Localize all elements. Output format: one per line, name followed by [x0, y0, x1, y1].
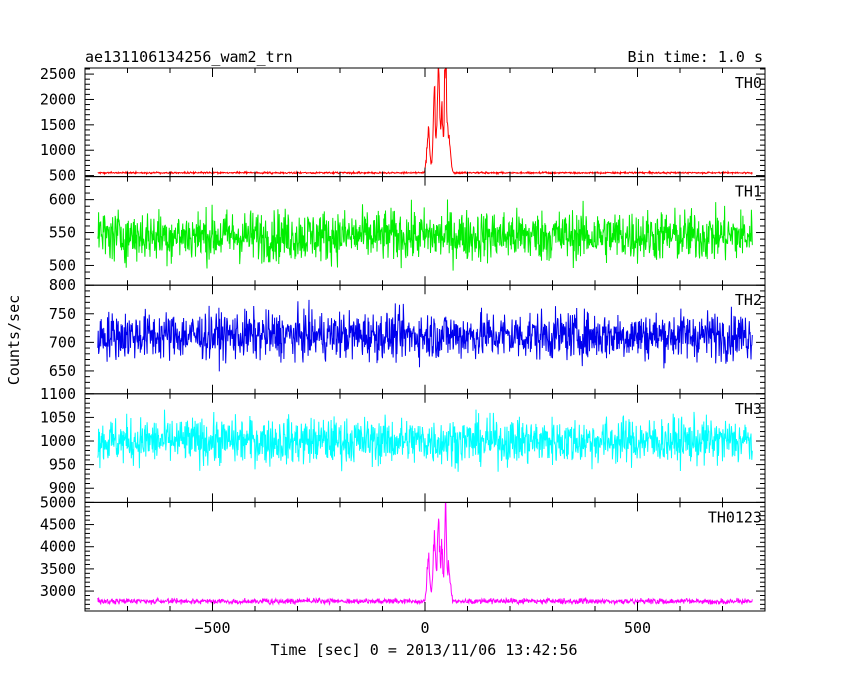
y-tick-label: 950: [49, 456, 76, 474]
panel-frame: [84, 67, 766, 178]
panel-frame: [84, 501, 766, 612]
panel-th3: 900 950 1000 1050 1100 TH3: [40, 385, 766, 503]
panel-th0123: 3000 3500 4000 4500 5000 TH0123: [40, 493, 766, 612]
x-tick-label: 0: [420, 619, 429, 637]
y-tick-label: 650: [49, 362, 76, 380]
series-line-th0123: [97, 502, 753, 606]
y-tick-label: 500: [49, 167, 76, 185]
y-tick-label: 600: [49, 191, 76, 209]
y-tick-label: 500: [49, 256, 76, 274]
series-line-th3: [97, 409, 753, 472]
panel-th0: 500 1000 1500 2000 2500 TH0: [40, 65, 766, 185]
series-line-th2: [97, 299, 753, 372]
y-tick-label: 5000: [40, 493, 76, 511]
y-tick-label: 1000: [40, 432, 76, 450]
series-line-th0: [97, 67, 753, 176]
panel-name-label: TH1: [735, 183, 762, 201]
panel-name-label: TH0: [735, 74, 762, 92]
y-tick-label: 1100: [40, 385, 76, 403]
series-line-th1: [97, 199, 753, 271]
x-tick-label: 500: [624, 619, 651, 637]
panels-group: 500 1000 1500 2000 2500 TH0 500 550 600 TH1 650 700…: [40, 65, 766, 637]
y-tick-label: 900: [49, 479, 76, 497]
y-tick-label: 1000: [40, 141, 76, 159]
panel-th1: 500 550 600 TH1: [49, 176, 766, 286]
panel-name-label: TH0123: [708, 508, 762, 526]
y-tick-label: 3500: [40, 560, 76, 578]
y-tick-label: 550: [49, 224, 76, 242]
y-tick-label: 3000: [40, 582, 76, 600]
y-axis-label: Counts/sec: [5, 295, 23, 385]
x-tick-label: −500: [194, 619, 230, 637]
y-tick-label: 4000: [40, 538, 76, 556]
panel-th2: 650 700 750 800 TH2: [49, 276, 766, 395]
y-tick-label: 4500: [40, 516, 76, 534]
bin-time-label: Bin time: 1.0 s: [628, 48, 763, 66]
panel-name-label: TH2: [735, 291, 762, 309]
y-tick-label: 1050: [40, 408, 76, 426]
chart-title: ae131106134256_wam2_trn: [85, 48, 293, 66]
panel-name-label: TH3: [735, 400, 762, 418]
y-tick-label: 700: [49, 333, 76, 351]
x-axis-label: Time [sec] 0 = 2013/11/06 13:42:56: [270, 641, 577, 659]
y-tick-label: 2000: [40, 90, 76, 108]
y-tick-label: 2500: [40, 65, 76, 83]
y-tick-label: 800: [49, 276, 76, 294]
y-tick-label: 750: [49, 305, 76, 323]
y-tick-label: 1500: [40, 116, 76, 134]
